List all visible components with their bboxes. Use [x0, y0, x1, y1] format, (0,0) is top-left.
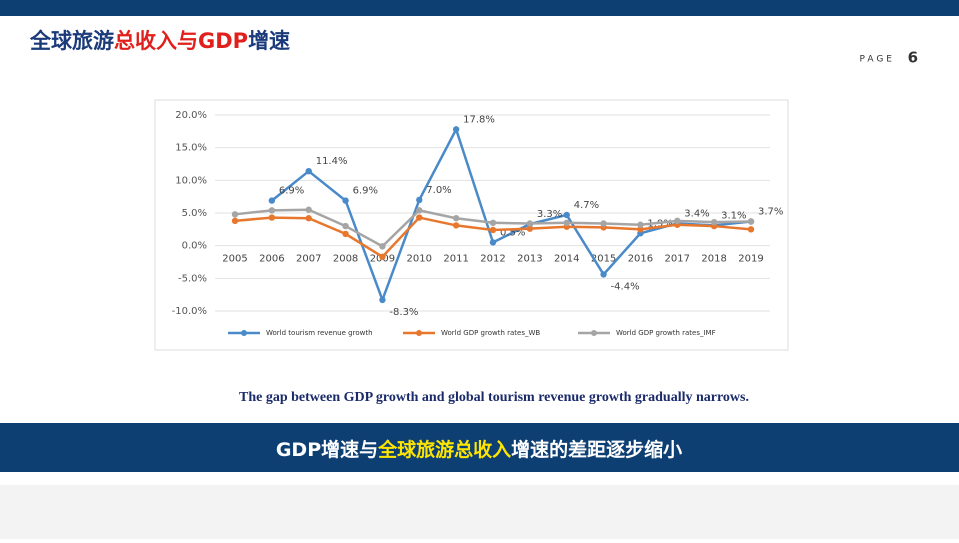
data-label: 3.3%: [537, 209, 562, 220]
x-tick-label: 2016: [628, 254, 653, 265]
legend-marker: [416, 330, 422, 336]
data-label: 17.8%: [463, 114, 495, 125]
data-label: -4.4%: [611, 281, 640, 292]
point: [452, 126, 460, 133]
data-label: 3.1%: [721, 210, 746, 221]
point: [305, 206, 312, 213]
x-tick-label: 2005: [222, 254, 247, 265]
point: [416, 196, 423, 204]
top-bar: [0, 0, 959, 16]
y-tick-label: 20.0%: [175, 110, 207, 121]
banner-part: 全球旅游总收入: [377, 438, 511, 461]
y-tick-label: -5.0%: [178, 273, 207, 284]
point: [268, 214, 276, 221]
banner-bar: [0, 423, 959, 472]
point: [305, 215, 312, 222]
x-tick-label: 2019: [738, 254, 763, 265]
point: [600, 271, 607, 278]
point: [416, 214, 423, 221]
point: [342, 222, 349, 230]
point: [747, 218, 755, 225]
point: [526, 225, 534, 232]
x-tick-label: 2012: [480, 254, 505, 265]
point: [342, 197, 349, 204]
point: [526, 220, 534, 227]
x-tick-label: 2018: [701, 254, 726, 265]
legend-marker: [241, 330, 247, 336]
point: [710, 218, 718, 226]
page-label: PAGE: [859, 55, 895, 65]
point: [268, 207, 276, 214]
data-label: -8.3%: [389, 307, 418, 318]
point: [563, 211, 570, 219]
title-part: 总收入与GDP: [114, 29, 248, 53]
point: [231, 211, 239, 218]
title-part: 增速: [248, 29, 290, 53]
y-tick-label: 10.0%: [175, 175, 207, 186]
point: [452, 215, 460, 222]
point: [489, 219, 497, 226]
skyline-bg: [0, 485, 959, 539]
x-tick-label: 2017: [665, 254, 690, 265]
data-label: 4.7%: [574, 200, 599, 211]
point: [489, 239, 497, 246]
point: [452, 222, 460, 229]
banner-part: 增速的差距逐步缩小: [511, 438, 682, 461]
point: [489, 226, 497, 234]
legend-label: World GDP growth rates_WB: [441, 329, 540, 337]
x-tick-label: 2015: [591, 254, 616, 265]
point: [379, 296, 386, 304]
x-tick-label: 2010: [407, 254, 432, 265]
legend-label: World GDP growth rates_IMF: [616, 329, 716, 337]
y-tick-label: -10.0%: [172, 306, 207, 317]
x-tick-label: 2013: [517, 254, 542, 265]
data-label: 3.4%: [684, 208, 709, 219]
data-label: 0.5%: [500, 227, 525, 238]
y-tick-label: 5.0%: [182, 208, 207, 219]
data-label: 11.4%: [316, 156, 348, 167]
point: [747, 226, 755, 233]
x-tick-label: 2011: [443, 254, 468, 265]
data-label: 6.9%: [279, 186, 304, 197]
x-tick-label: 2007: [296, 254, 321, 265]
point: [600, 220, 607, 227]
x-tick-label: 2008: [333, 254, 358, 265]
point: [305, 167, 312, 175]
title-part: 全球旅游: [29, 29, 114, 53]
point: [379, 253, 386, 260]
legend-label: World tourism revenue growth: [266, 329, 373, 337]
slide-title: 全球旅游总收入与GDP增速: [29, 29, 290, 53]
point: [637, 226, 644, 233]
banner-part: GDP增速与: [276, 438, 378, 461]
x-tick-label: 2006: [259, 254, 284, 265]
caption: The gap between GDP growth and global to…: [239, 390, 749, 405]
point: [416, 207, 423, 214]
legend-marker: [591, 330, 597, 336]
y-tick-label: 15.0%: [175, 143, 207, 154]
point: [637, 221, 644, 228]
point: [342, 230, 349, 238]
x-tick-label: 2014: [554, 254, 579, 265]
data-label: 7.0%: [426, 185, 451, 196]
banner-text: GDP增速与全球旅游总收入增速的差距逐步缩小: [276, 438, 682, 461]
page-number: 6: [908, 49, 918, 67]
point: [674, 217, 681, 225]
point: [268, 197, 276, 204]
data-label: 3.7%: [758, 206, 783, 217]
data-label: 6.9%: [353, 186, 378, 197]
y-tick-label: 0.0%: [182, 241, 207, 252]
point: [231, 217, 239, 225]
point: [563, 219, 570, 226]
point: [379, 243, 386, 250]
